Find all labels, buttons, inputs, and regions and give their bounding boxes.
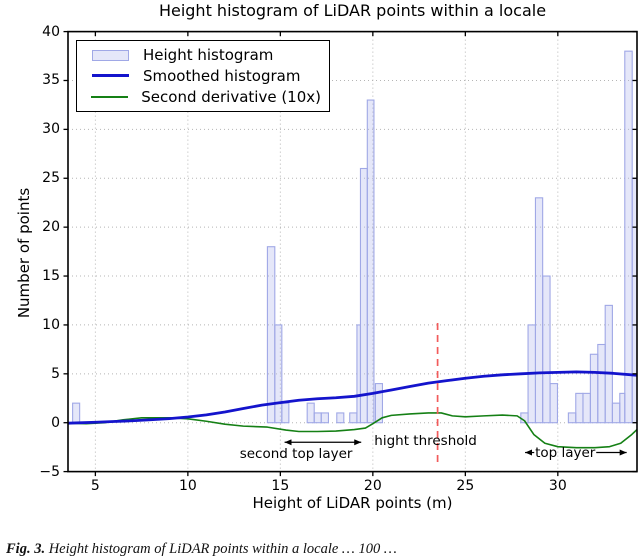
histogram-patch-swatch xyxy=(91,49,129,61)
y-tick-label: 25 xyxy=(42,170,60,187)
x-tick-label: 15 xyxy=(271,477,290,494)
x-axis-label: Height of LiDAR points (m) xyxy=(252,494,453,512)
legend-label: Height histogram xyxy=(143,46,274,65)
caption-prefix: Fig. 3. xyxy=(6,541,46,557)
y-tick-label: 30 xyxy=(42,121,60,138)
x-tick-label: 20 xyxy=(363,477,382,494)
legend-label: Second derivative (10x) xyxy=(141,87,321,106)
x-tick-label: 10 xyxy=(178,477,197,494)
legend: Height histogram Smoothed histogram Seco… xyxy=(76,40,330,112)
chart-title: Height histogram of LiDAR points within … xyxy=(158,1,547,20)
y-tick-label: 5 xyxy=(51,365,60,382)
y-tick-label: 40 xyxy=(42,23,60,40)
x-tick-label: 25 xyxy=(456,477,475,494)
legend-item-smoothed-histogram: Smoothed histogram xyxy=(87,66,321,86)
legend-item-second-derivative: Second derivative (10x) xyxy=(87,87,321,107)
derivative-line-swatch xyxy=(90,95,128,98)
y-tick-label: 0 xyxy=(51,414,60,431)
annotation-top-layer: top layer xyxy=(535,444,596,461)
x-tick-label: 30 xyxy=(548,477,567,494)
y-tick-label: 20 xyxy=(42,219,60,236)
y-tick-label: −5 xyxy=(39,463,60,480)
x-tick-label: 5 xyxy=(90,477,100,494)
caption-text: Height histogram of LiDAR points within … xyxy=(48,541,397,557)
annotation-hight-threshold: hight threshold xyxy=(374,432,477,449)
smoothed-line-swatch xyxy=(91,74,129,78)
legend-label: Smoothed histogram xyxy=(143,66,301,85)
annotation-second-top-layer: second top layer xyxy=(239,446,353,462)
legend-item-height-histogram: Height histogram xyxy=(87,45,321,65)
y-tick-label: 10 xyxy=(42,316,60,333)
y-tick-label: 15 xyxy=(42,268,60,285)
y-axis-label: Number of points xyxy=(15,187,33,319)
y-tick-label: 35 xyxy=(42,72,60,89)
figure-caption: Fig. 3. Height histogram of LiDAR points… xyxy=(6,541,640,558)
